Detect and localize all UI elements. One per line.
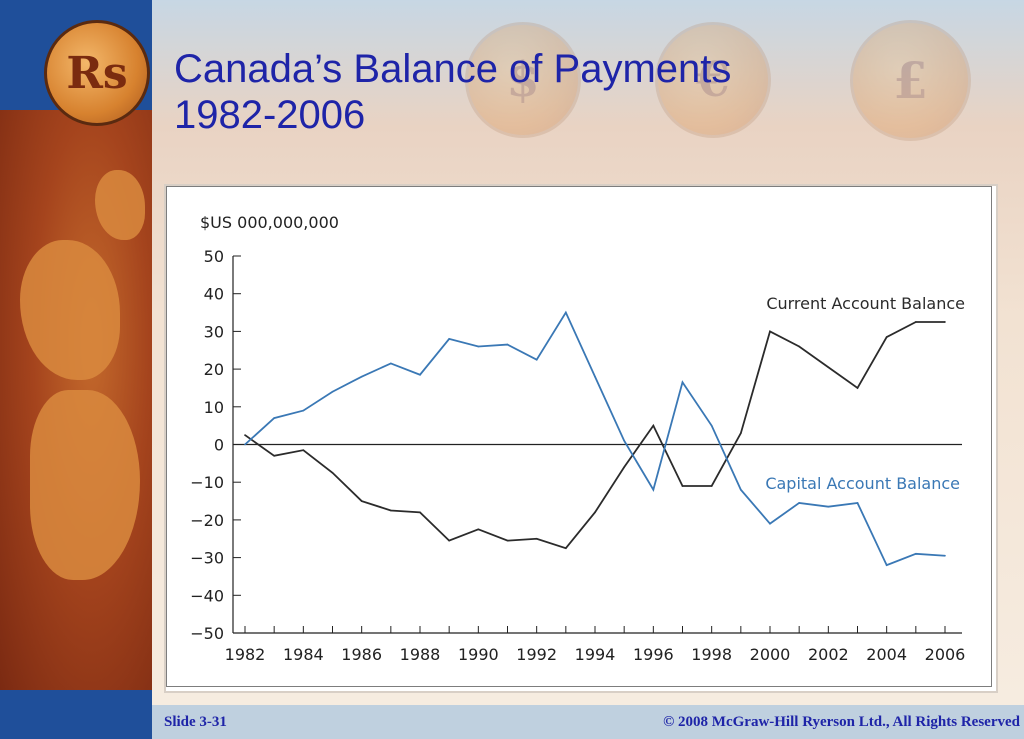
capital-account-balance-point <box>565 311 567 314</box>
capital-account-balance-point <box>652 488 655 491</box>
capital-account-balance-point <box>623 439 625 442</box>
coin-label: Rs <box>66 47 128 99</box>
current-account-balance-point <box>331 471 334 474</box>
slide-number: Slide 3-31 <box>164 714 227 730</box>
map-landmass <box>20 240 120 380</box>
capital-account-balance-point <box>448 338 450 340</box>
current-account-balance-point <box>652 424 655 427</box>
current-account-balance-point <box>710 485 713 487</box>
pound-coin-icon: £ <box>850 20 971 141</box>
current-account-balance-point <box>915 321 917 323</box>
y-tick-label: −50 <box>190 624 224 643</box>
capital-account-balance-point <box>390 362 392 365</box>
x-tick-label: 1996 <box>633 645 674 664</box>
capital-account-balance-point <box>594 375 596 378</box>
x-tick-label: 1994 <box>575 645 616 664</box>
y-tick-label: 50 <box>204 247 224 266</box>
current-account-balance-point <box>506 539 509 542</box>
y-tick-label: 40 <box>204 285 224 304</box>
current-account-balance-point <box>769 330 771 333</box>
slide-title: Canada’s Balance of Payments 1982-2006 <box>174 46 731 138</box>
title-line-1: Canada’s Balance of Payments <box>174 47 732 91</box>
current-account-balance-point <box>623 466 625 468</box>
coin-label: $ <box>506 52 540 108</box>
y-tick-label: 30 <box>204 322 224 341</box>
capital-account-balance-point <box>506 343 509 346</box>
capital-account-balance-point <box>331 390 334 393</box>
x-tick-label: 1992 <box>516 645 557 664</box>
capital-account-balance-point <box>740 488 742 491</box>
current-account-balance-point <box>681 485 684 487</box>
x-tick-label: 1982 <box>225 645 266 664</box>
y-tick-label: −10 <box>190 473 224 492</box>
y-tick-label: 0 <box>214 436 224 455</box>
capital-account-balance-point <box>302 409 305 412</box>
map-landmass <box>95 170 145 240</box>
capital-account-balance-point <box>944 554 946 557</box>
x-tick-label: 1998 <box>691 645 732 664</box>
copyright-notice: © 2008 McGraw-Hill Ryerson Ltd., All Rig… <box>663 714 1020 730</box>
capital-account-balance-point <box>856 502 859 504</box>
x-tick-label: 1984 <box>283 645 324 664</box>
capital-account-balance-point <box>769 522 771 525</box>
capital-account-balance-point <box>681 381 684 384</box>
capital-account-balance-point <box>360 375 363 378</box>
capital-account-balance-label: Capital Account Balance <box>765 474 960 493</box>
current-account-balance-point <box>360 500 363 502</box>
chart-panel <box>166 186 992 687</box>
current-account-balance-point <box>827 366 830 369</box>
x-tick-label: 1986 <box>341 645 382 664</box>
capital-account-balance-point <box>915 553 917 555</box>
current-account-balance-point <box>565 547 567 549</box>
x-tick-label: 2006 <box>925 645 966 664</box>
rupee-coin-icon: Rs <box>44 20 150 126</box>
current-account-balance-point <box>302 449 305 451</box>
current-account-balance-point <box>273 455 275 457</box>
coin-label: £ <box>893 51 928 110</box>
y-tick-label: 10 <box>204 398 224 417</box>
capital-account-balance-point <box>535 358 538 361</box>
capital-account-balance-point <box>273 417 275 419</box>
current-account-balance-point <box>798 345 800 348</box>
x-tick-label: 2002 <box>808 645 849 664</box>
capital-account-balance-point <box>244 443 246 446</box>
x-tick-label: 1988 <box>400 645 441 664</box>
y-tick-label: 20 <box>204 360 224 379</box>
y-tick-label: −40 <box>190 586 224 605</box>
current-account-balance-point <box>535 537 538 540</box>
current-account-balance-point <box>856 387 859 389</box>
map-landmass <box>30 390 140 580</box>
current-account-balance-point <box>885 336 888 338</box>
current-account-balance-label: Current Account Balance <box>766 294 965 313</box>
dollar-coin-icon: $ <box>465 22 581 138</box>
capital-account-balance-point <box>419 373 421 376</box>
y-tick-label: −20 <box>190 511 224 530</box>
current-account-balance-point <box>419 511 421 514</box>
x-tick-label: 1990 <box>458 645 499 664</box>
current-account-balance-point <box>740 432 742 434</box>
capital-account-balance-point <box>827 505 830 508</box>
euro-coin-icon: € <box>655 22 771 138</box>
world-map-decoration <box>0 110 152 690</box>
x-tick-label: 2004 <box>866 645 907 664</box>
coin-label: € <box>696 52 730 108</box>
current-account-balance-point <box>448 539 450 542</box>
current-account-balance-point <box>390 509 392 512</box>
capital-account-balance-point <box>710 424 713 427</box>
capital-account-balance-point <box>885 564 888 566</box>
y-tick-label: −30 <box>190 549 224 568</box>
current-account-balance-point <box>944 321 946 323</box>
capital-account-balance-line <box>244 310 946 567</box>
current-account-balance-point <box>477 528 480 531</box>
y-axis-label: $US 000,000,000 <box>200 213 339 232</box>
current-account-balance-point <box>244 434 246 436</box>
capital-account-balance-point <box>798 502 800 504</box>
title-line-2: 1982-2006 <box>174 93 366 137</box>
capital-account-balance-point <box>477 345 480 348</box>
x-tick-label: 2000 <box>750 645 791 664</box>
slide-footer: Slide 3-31 © 2008 McGraw-Hill Ryerson Lt… <box>152 705 1024 739</box>
current-account-balance-line <box>244 321 945 550</box>
current-account-balance-point <box>594 511 596 514</box>
